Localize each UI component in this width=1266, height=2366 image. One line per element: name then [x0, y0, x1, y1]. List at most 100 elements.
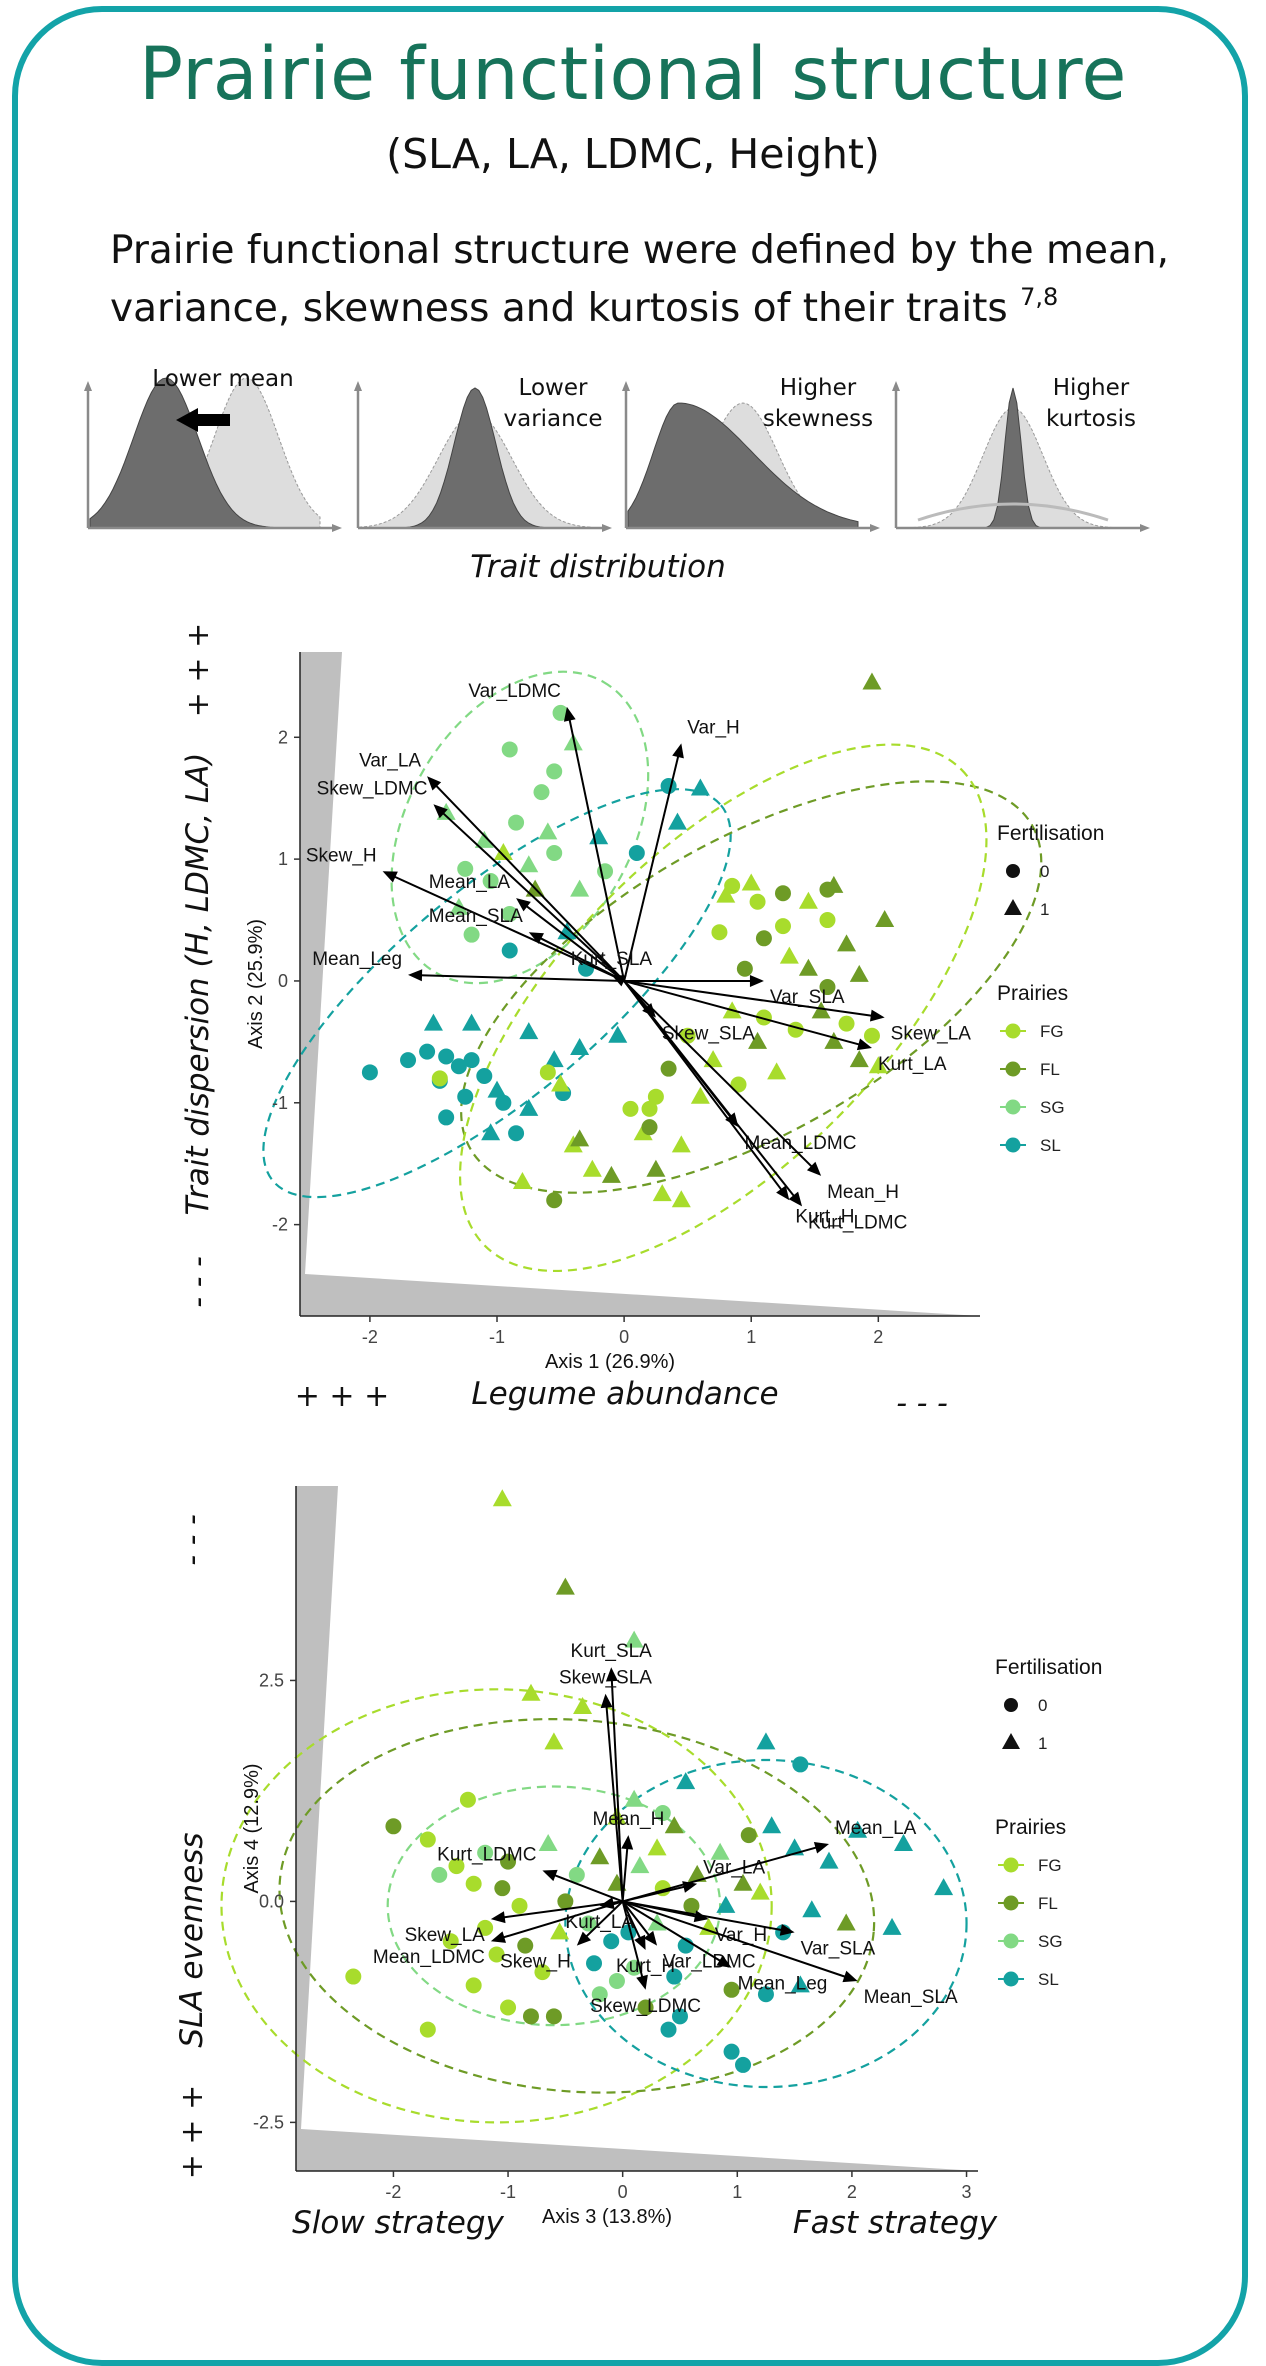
- loading-label: Mean_LA: [835, 1818, 917, 1839]
- data-point: [690, 1086, 710, 1104]
- arrowhead-icon: [408, 969, 423, 982]
- intro-references: 7,8: [1020, 283, 1059, 311]
- loading-arrow: [584, 1900, 624, 1939]
- loading-label: Kurt_LDMC: [808, 1212, 907, 1233]
- arrowhead-icon: [600, 1693, 613, 1709]
- data-point: [545, 2008, 562, 2025]
- x-axis-title: Axis 1 (26.9%): [545, 1351, 675, 1373]
- x-tick-label: -1: [489, 1327, 505, 1347]
- data-point: [544, 1732, 564, 1750]
- data-point: [664, 1816, 684, 1834]
- data-point: [710, 1842, 730, 1860]
- data-point: [755, 930, 772, 947]
- y-tick-label: 0: [278, 971, 288, 991]
- x-tick-label: -1: [500, 2182, 516, 2202]
- loading-label: Skew_LA: [891, 1024, 972, 1045]
- confidence-ellipse-FL: [278, 1718, 876, 2094]
- confidence-ellipse-FL: [460, 780, 1043, 1194]
- side-sign-bottom: + + +: [175, 2085, 210, 2179]
- arrowhead-icon: [621, 1835, 634, 1850]
- data-point: [762, 1816, 782, 1834]
- loading-label: Mean_LDMC: [745, 1133, 857, 1154]
- distribution-panel-mean: Lower mean: [84, 366, 342, 532]
- side-sign-right: - - -: [896, 1386, 948, 1421]
- data-point: [740, 1827, 757, 1844]
- data-point: [690, 778, 710, 796]
- data-point: [533, 784, 550, 801]
- data-point: [849, 1050, 869, 1068]
- data-point: [671, 1190, 691, 1208]
- axis-arrow-icon: [84, 381, 92, 391]
- data-point: [586, 1955, 603, 1972]
- arrowhead-icon: [869, 1009, 885, 1022]
- data-point: [500, 1853, 517, 1870]
- data-point: [488, 1946, 505, 1963]
- trait-distribution-panels: Lower mean LowervarianceHigherskewnessHig…: [84, 366, 1150, 585]
- data-point: [733, 1873, 753, 1891]
- loading-arrow: [621, 1900, 651, 1937]
- data-point: [557, 922, 577, 940]
- loading-arrow: [621, 1900, 642, 1940]
- distribution-label: Higher: [1053, 375, 1130, 401]
- legend-symbol-SG: [1003, 1933, 1019, 1949]
- y-tick-label: 2.5: [259, 1670, 284, 1690]
- legend-symbol-circle: [1004, 1698, 1018, 1712]
- distribution-panel-skewness: Higher skewness: [622, 375, 880, 532]
- data-point: [774, 885, 791, 902]
- loading-arrow: [420, 974, 625, 982]
- arrowhead-icon: [433, 804, 448, 819]
- legend-label: FL: [1038, 1894, 1058, 1913]
- side-title-fast-strategy: Fast strategy: [793, 2205, 998, 2241]
- axis-arrow-icon: [870, 524, 880, 532]
- legend-symbol-FG: [1003, 1857, 1019, 1873]
- data-point: [750, 1882, 770, 1900]
- axis-arrow-icon: [354, 381, 362, 391]
- axis-arrow-icon: [892, 381, 900, 391]
- legend-label: SL: [1040, 1136, 1061, 1155]
- data-point: [736, 960, 753, 977]
- data-point: [667, 812, 687, 830]
- data-point: [487, 1080, 507, 1098]
- data-point: [476, 1067, 493, 1084]
- legend-symbol-FL: [1003, 1895, 1019, 1911]
- tail-curve: [917, 502, 1109, 522]
- arrowhead-icon: [776, 1185, 790, 1201]
- data-point: [601, 1165, 621, 1183]
- arrowhead-icon: [788, 1191, 803, 1207]
- confidence-ellipse-SL: [564, 1758, 968, 2089]
- data-point: [538, 822, 558, 840]
- legend-label: SG: [1040, 1098, 1065, 1117]
- data-point: [837, 934, 857, 952]
- axis-arrow-icon: [332, 524, 342, 532]
- arrowhead-icon: [576, 1931, 592, 1946]
- legend-title-prairies: Prairies: [995, 1816, 1066, 1839]
- y-tick-label: 1: [278, 849, 288, 869]
- confidence-ellipse-SL: [262, 788, 732, 1199]
- loading-label: Skew_LDMC: [317, 778, 428, 799]
- y-axis-title: Axis 4 (12.9%): [241, 1763, 263, 1893]
- confidence-ellipse-FG: [458, 743, 988, 1273]
- data-point: [481, 1123, 501, 1141]
- data-point: [512, 1171, 532, 1189]
- x-tick-label: 0: [619, 1327, 629, 1347]
- data-point: [724, 877, 741, 894]
- loading-arrow: [623, 979, 873, 1017]
- data-point: [711, 924, 728, 941]
- data-point: [519, 1098, 539, 1116]
- loading-arrow: [539, 936, 625, 982]
- loading-arrow: [622, 1846, 818, 1903]
- data-point: [868, 1056, 888, 1074]
- data-point: [735, 2056, 752, 2073]
- legend-label: 1: [1038, 1734, 1047, 1753]
- data-point: [519, 1022, 539, 1040]
- distribution-label: Lower: [519, 375, 588, 401]
- data-point: [660, 1060, 677, 1077]
- loading-arrow: [524, 904, 625, 982]
- loading-arrow: [623, 980, 796, 1198]
- data-point: [500, 1999, 517, 2016]
- loading-label: Mean_SLA: [864, 1987, 958, 2008]
- data-point: [716, 885, 736, 903]
- y-tick-label: -1: [272, 1093, 288, 1113]
- data-point: [699, 1917, 719, 1935]
- arrowhead-icon: [611, 974, 627, 987]
